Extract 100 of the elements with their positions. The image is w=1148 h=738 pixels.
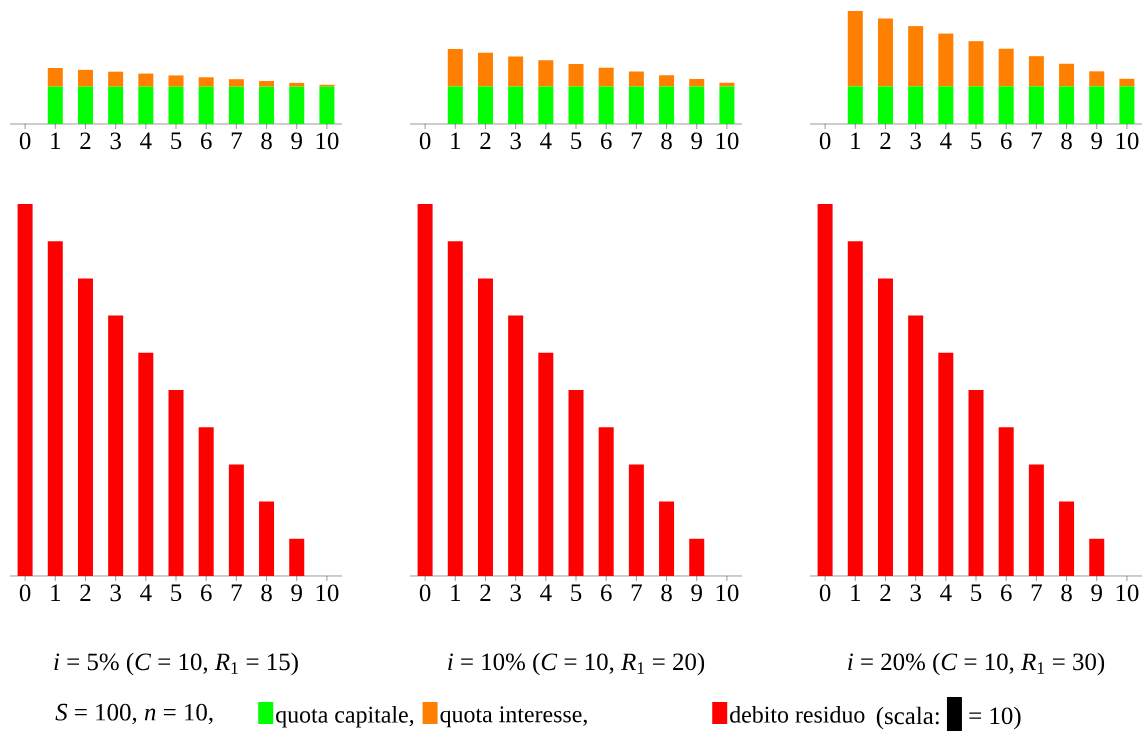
bar <box>77 278 93 576</box>
bar <box>289 538 305 576</box>
x-tick-label: 4 <box>540 584 552 601</box>
bar <box>689 538 705 576</box>
x-tick-label: 5 <box>171 584 182 602</box>
text: i = 10% (C = 10, R$_{1}$ = 20) <box>448 652 705 676</box>
bar <box>1028 86 1044 124</box>
bar <box>1028 464 1044 576</box>
bar <box>847 241 863 576</box>
x-tick-label: 8 <box>261 132 272 150</box>
bar <box>998 427 1014 576</box>
bar <box>508 86 524 124</box>
bar <box>689 86 705 124</box>
x-tick-label: 3 <box>510 132 521 150</box>
bar <box>198 427 214 576</box>
bar <box>877 278 893 576</box>
bar <box>538 352 554 576</box>
bar <box>259 501 275 576</box>
bar <box>908 315 924 576</box>
bar <box>908 86 924 124</box>
bar <box>228 464 244 576</box>
bar <box>1059 63 1075 87</box>
x-tick-label: 6 <box>1001 584 1012 602</box>
bar <box>168 75 184 87</box>
x-tick-label: 3 <box>110 584 121 602</box>
bar <box>628 86 644 124</box>
x-tick-label: 4 <box>540 132 552 149</box>
x-tick-label: 8 <box>261 584 272 602</box>
bar <box>817 203 833 576</box>
x-tick-label: 6 <box>601 132 612 150</box>
x-tick-label: 3 <box>110 132 121 150</box>
x-tick-label: 2 <box>80 132 91 149</box>
bar <box>538 86 554 124</box>
x-tick-label: 5 <box>571 584 582 602</box>
x-tick-label: 7 <box>1031 584 1042 601</box>
bar <box>319 86 335 124</box>
x-tick-label: 8 <box>661 584 672 602</box>
x-tick-label: 5 <box>171 132 182 150</box>
x-tick-label: 2 <box>880 584 891 601</box>
bar <box>477 278 493 576</box>
bar <box>628 464 644 576</box>
bar <box>228 86 244 124</box>
x-tick-label: 4 <box>940 132 952 149</box>
x-tick-label: 6 <box>201 584 212 602</box>
bar <box>447 48 463 87</box>
x-tick-label: 5 <box>571 132 582 150</box>
x-tick-label: 10 <box>716 584 739 602</box>
bar <box>998 86 1014 124</box>
x-tick-label: 9 <box>291 132 302 150</box>
bar <box>598 86 614 124</box>
bar <box>659 86 675 124</box>
x-tick-label: 0 <box>419 584 431 602</box>
bar <box>108 71 124 87</box>
text: (scala: <box>876 706 939 730</box>
bar <box>138 352 154 576</box>
x-tick-label: 5 <box>971 132 982 150</box>
bar <box>568 389 584 576</box>
bar <box>47 241 63 576</box>
x-tick-label: 0 <box>819 132 831 150</box>
bar <box>417 203 433 576</box>
x-tick-label: 0 <box>19 584 31 602</box>
x-tick-label: 9 <box>691 132 702 150</box>
x-tick-label: 4 <box>140 584 152 601</box>
bar <box>138 73 154 87</box>
x-tick-label: 3 <box>910 584 921 602</box>
bar <box>568 63 584 87</box>
x-tick-label: 2 <box>480 132 491 149</box>
x-tick-label: 7 <box>1031 132 1042 149</box>
x-tick-label: 6 <box>201 132 212 150</box>
bar <box>259 81 275 87</box>
x-tick-label: 1 <box>51 584 61 601</box>
bar <box>1089 71 1105 87</box>
bar <box>538 60 554 87</box>
x-tick-label: 8 <box>661 132 672 150</box>
x-tick-label: 9 <box>1091 584 1102 602</box>
bar <box>659 75 675 87</box>
x-tick-label: 9 <box>1091 132 1102 150</box>
text: i = 20% (C = 10, R$_{1}$ = 30) <box>848 652 1105 676</box>
legend-label: quota interesse, <box>440 706 587 728</box>
bar <box>938 352 954 576</box>
bar <box>877 18 893 87</box>
bar <box>447 241 463 576</box>
bar <box>228 79 244 87</box>
x-tick-label: 9 <box>691 584 702 602</box>
bar <box>968 389 984 576</box>
bar <box>259 86 275 124</box>
bar <box>598 67 614 87</box>
x-tick-label: 3 <box>910 132 921 150</box>
bar <box>289 82 305 87</box>
x-tick-label: 10 <box>716 132 739 150</box>
x-tick-label: 2 <box>80 584 91 601</box>
bar <box>77 86 93 124</box>
bar <box>719 86 735 124</box>
x-tick-label: 3 <box>510 584 521 602</box>
legend-label: quota capitale, <box>276 705 414 728</box>
bar <box>1059 501 1075 576</box>
x-tick-label: 10 <box>316 132 339 150</box>
bar <box>289 86 305 124</box>
x-tick-label: 0 <box>19 132 31 150</box>
legend-label: debito residuo <box>730 705 865 723</box>
